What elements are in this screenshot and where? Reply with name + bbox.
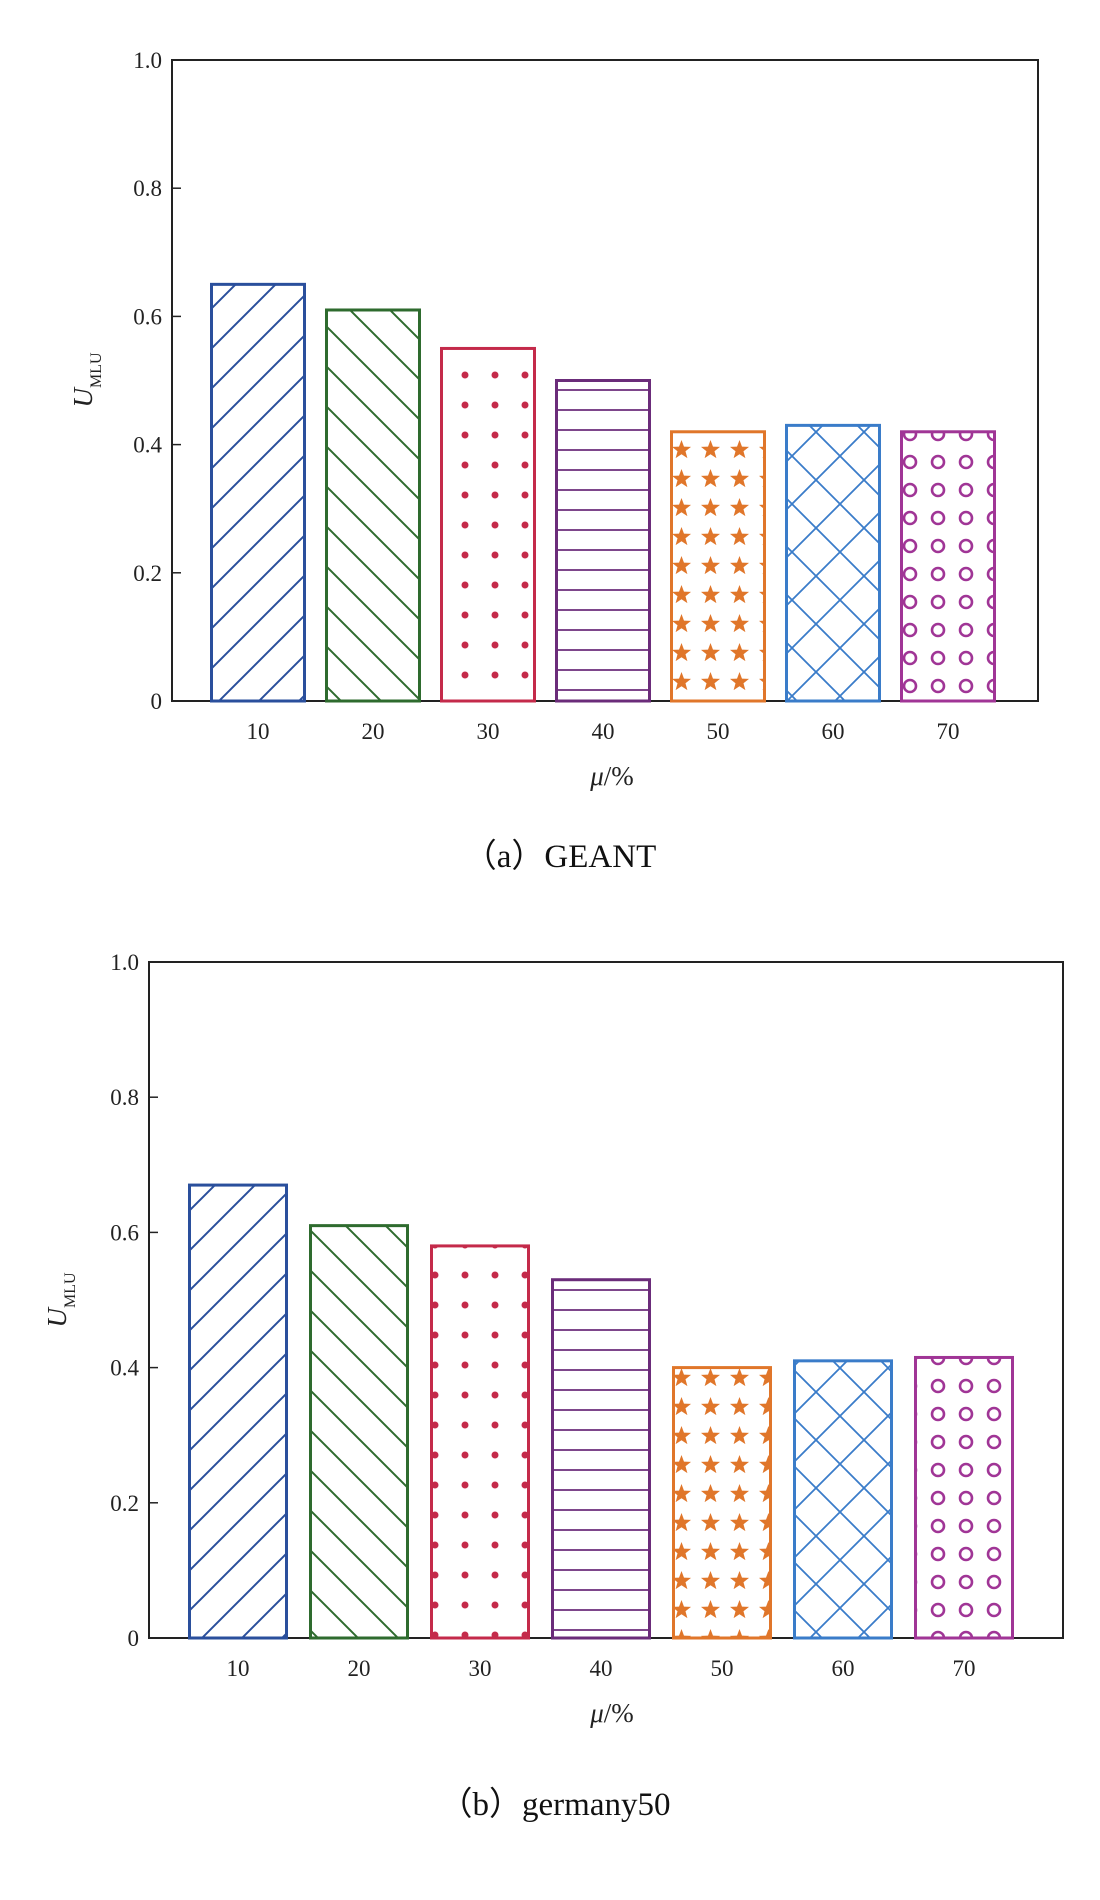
panel-caption: （a）GEANT <box>464 839 656 875</box>
x-tick-label: 50 <box>711 1656 734 1681</box>
y-tick-label: 1.0 <box>133 48 162 73</box>
bar-40 <box>551 1278 651 1640</box>
y-axis-title: UMLU <box>42 1272 79 1328</box>
x-tick-label: 30 <box>477 719 500 744</box>
y-tick-label: 0.4 <box>110 1356 139 1381</box>
bar-30 <box>430 1244 530 1640</box>
x-tick-label: 10 <box>247 719 270 744</box>
panel-caption: （b）germany50 <box>440 1787 671 1823</box>
y-tick-label: 0.2 <box>133 561 162 586</box>
bar-60 <box>785 423 881 703</box>
y-tick-label: 0.8 <box>110 1085 139 1110</box>
x-tick-label: 70 <box>937 719 960 744</box>
y-tick-label: 0 <box>128 1626 140 1651</box>
bar-10 <box>188 1183 288 1640</box>
chart-panel-b: 0 0.2 0.4 0.6 0.8 1.0 10 20 30 40 50 60 70 UMLU μ/%… <box>42 950 1064 1823</box>
bar-70 <box>900 430 996 703</box>
x-tick-label: 20 <box>362 719 385 744</box>
bar-30 <box>440 346 536 703</box>
bar-10 <box>210 282 306 703</box>
x-tick-label: 40 <box>590 1656 613 1681</box>
bar-20 <box>309 1224 409 1640</box>
x-tick-label: 60 <box>832 1656 855 1681</box>
y-axis-ticks: 0 0.2 0.4 0.6 0.8 1.0 <box>110 950 158 1651</box>
bar-40 <box>555 379 651 703</box>
x-tick-label: 30 <box>469 1656 492 1681</box>
y-tick-label: 0.2 <box>110 1491 139 1516</box>
x-tick-label: 50 <box>707 719 730 744</box>
y-tick-label: 0.6 <box>110 1220 139 1245</box>
y-tick-label: 0 <box>151 689 163 714</box>
bars: 10 20 30 40 50 60 70 <box>210 282 996 744</box>
bar-70 <box>914 1355 1014 1640</box>
x-tick-label: 20 <box>348 1656 371 1681</box>
bar-20 <box>325 308 421 703</box>
y-tick-label: 0.8 <box>133 176 162 201</box>
y-tick-label: 0.6 <box>133 304 162 329</box>
x-tick-label: 70 <box>953 1656 976 1681</box>
x-axis-title: μ/% <box>589 761 634 791</box>
bars: 10 20 30 40 50 60 70 <box>188 1183 1014 1681</box>
y-tick-label: 0.4 <box>133 433 162 458</box>
x-tick-label: 40 <box>592 719 615 744</box>
y-axis-title: UMLU <box>68 352 105 408</box>
x-tick-label: 60 <box>822 719 845 744</box>
bar-60 <box>793 1359 893 1640</box>
x-axis-title: μ/% <box>589 1698 634 1728</box>
x-tick-label: 10 <box>227 1656 250 1681</box>
bar-50 <box>672 1366 772 1640</box>
y-tick-label: 1.0 <box>110 950 139 975</box>
bar-50 <box>670 430 766 703</box>
y-axis-ticks: 0 0.2 0.4 0.6 0.8 1.0 <box>133 48 181 714</box>
chart-panel-a: 0 0.2 0.4 0.6 0.8 1.0 10 20 30 40 50 60 70 UMLU μ/%… <box>68 48 1039 875</box>
